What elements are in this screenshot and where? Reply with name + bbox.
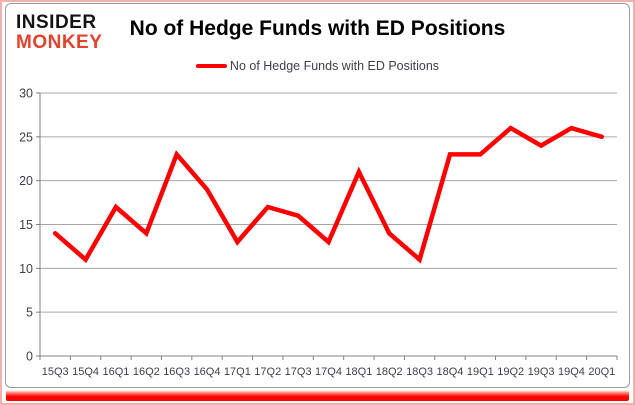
chart-title: No of Hedge Funds with ED Positions: [129, 17, 506, 40]
insider-monkey-logo: INSIDER MONKEY: [16, 13, 102, 53]
legend-line-swatch: [195, 63, 227, 69]
legend-label: No of Hedge Funds with ED Positions: [229, 59, 440, 73]
chart-legend: No of Hedge Funds with ED Positions: [6, 59, 629, 73]
chart-card: INSIDER MONKEY No of Hedge Funds with ED…: [5, 3, 630, 388]
bottom-red-bar: [6, 390, 629, 401]
logo-monkey-text: MONKEY: [16, 32, 103, 53]
logo-insider-text: INSIDER: [16, 12, 97, 33]
